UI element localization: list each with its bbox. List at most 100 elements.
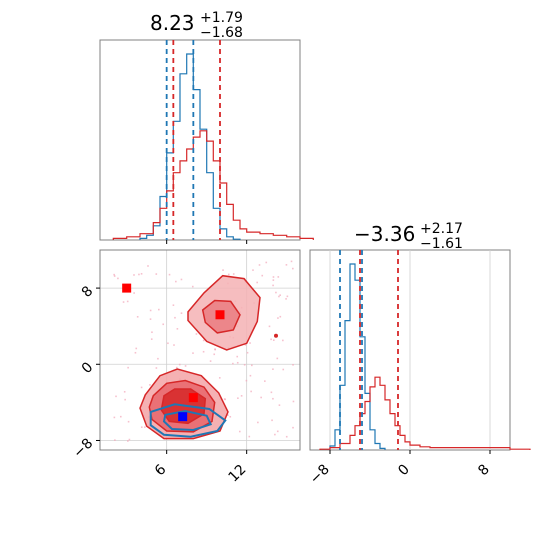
scatter-dot (258, 264, 261, 266)
hist-top-left-marks (112, 40, 314, 244)
panel-top-left-frame (99, 39, 301, 241)
scatter-dot (172, 304, 175, 306)
scatter-dot (286, 295, 289, 298)
scatter-dot (113, 275, 116, 277)
hist-bottom-right-series-1 (319, 376, 531, 450)
scatter-dot (278, 404, 281, 406)
scatter-dot (138, 273, 140, 276)
title-top-left-value: 8.23 (150, 11, 195, 35)
scatter-dot (246, 351, 249, 354)
scatter-dot (232, 273, 235, 275)
title-top-left-minus: −1.68 (200, 25, 243, 41)
scatter-dot (140, 272, 143, 275)
scatter-dot (119, 415, 122, 418)
scatter-dot (264, 380, 266, 382)
scatter-dot (174, 316, 176, 319)
scatter-dot (252, 269, 254, 271)
scatter-dot (155, 367, 158, 369)
scatter-dot (272, 368, 274, 371)
scatter-dot (285, 298, 287, 300)
scatter-dot (202, 339, 205, 342)
scatter-dot (123, 390, 126, 393)
scatter-dot (127, 366, 129, 369)
scatter-dot (128, 438, 131, 441)
scatter-dot (175, 280, 177, 283)
hist-bottom-right-series-0 (329, 263, 386, 450)
scatter-dot (282, 339, 284, 342)
scatter-dot (237, 397, 239, 400)
panel-bottom-left: 6 12 8 0 −8 (70, 249, 301, 486)
scatter-dot (279, 294, 281, 296)
scatter-dot (133, 274, 135, 276)
blue-marker-0 (178, 412, 188, 422)
scatter-dot (272, 284, 274, 287)
contour-ytick-label-2: −8 (70, 436, 96, 462)
title-bottom-right-value: −3.36 (354, 222, 415, 246)
scatter-dot (243, 363, 246, 366)
scatter-dot (158, 308, 160, 311)
contour-xtick-label-1: 12 (226, 462, 250, 486)
scatter-dot (277, 276, 280, 278)
scatter-dot (227, 273, 230, 276)
scatter-dot (292, 426, 294, 429)
scatter-dot (113, 273, 115, 276)
scatter-dot (227, 414, 229, 416)
scatter-dot (224, 398, 226, 401)
scatter-dot (191, 285, 194, 288)
scatter-dot (173, 344, 175, 346)
scatter-dot (236, 355, 239, 358)
scatter-dot (167, 342, 169, 345)
scatter-dot (232, 362, 234, 365)
scatter-dot (276, 430, 279, 433)
scatter-dot (292, 267, 294, 270)
hist-bottom-right-xtick-label-0: −8 (307, 462, 333, 488)
scatter-dot (162, 323, 165, 326)
scatter-dot (222, 269, 224, 271)
scatter-dot (147, 265, 149, 267)
scatter-dot (285, 264, 288, 266)
scatter-dot (274, 433, 276, 436)
scatter-dot (122, 301, 125, 303)
contour-xtick-label-0: 6 (152, 461, 170, 479)
hist-bottom-right-xtick-label-2: 8 (475, 462, 493, 480)
scatter-dot (113, 416, 116, 419)
scatter-dot (278, 295, 280, 298)
scatter-dot (257, 421, 259, 424)
red-marker-0 (122, 283, 132, 293)
scatter-dot (218, 377, 221, 379)
panel-bottom-right: −8 0 8 −3.36 +2.17 −1.61 (307, 221, 531, 488)
scatter-dot (249, 374, 252, 377)
scatter-dot (272, 397, 274, 400)
hist-bottom-right-marks: −8 0 8 (307, 250, 531, 488)
scatter-dot (178, 363, 181, 366)
scatter-dot (150, 338, 153, 340)
scatter-dot (144, 426, 146, 428)
scatter-dot (202, 350, 205, 353)
scatter-dot (250, 390, 252, 393)
scatter-dot (261, 274, 264, 277)
scatter-dot (192, 352, 194, 354)
scatter-dot (134, 351, 137, 354)
scatter-dot (282, 368, 285, 371)
scatter-dot (136, 316, 139, 318)
scatter-dot (135, 347, 138, 350)
scatter-dot (272, 279, 275, 281)
scatter-dot (124, 398, 126, 401)
scatter-dot (209, 360, 212, 362)
blue-contour-outer (149, 403, 227, 438)
scatter-dot (272, 339, 275, 341)
scatter-dot (260, 396, 262, 399)
scatter-dot (256, 281, 258, 284)
scatter-dot (275, 291, 277, 294)
scatter-dot (213, 353, 216, 356)
scatter-dot (126, 300, 129, 303)
scatter-dot (238, 430, 241, 433)
scatter-dot (214, 348, 217, 351)
scatter-dot (276, 357, 279, 360)
scatter-dot (149, 318, 152, 320)
blue-contour-inner (162, 409, 213, 432)
red-contour-islet (274, 333, 278, 338)
hist-top-left-series-1 (112, 130, 314, 240)
scatter-dot (270, 338, 272, 341)
